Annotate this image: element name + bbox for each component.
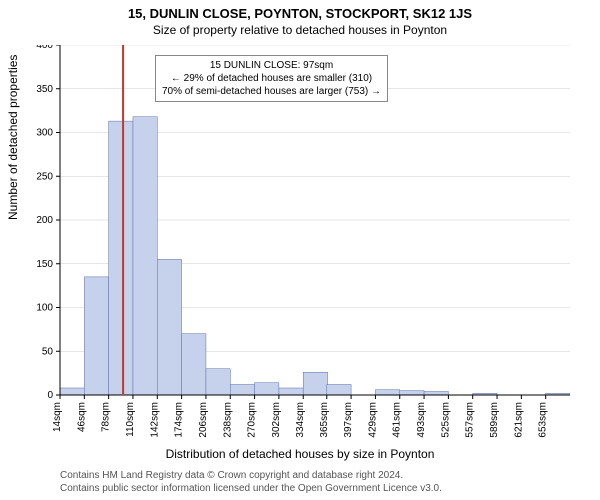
annotation-line1: 15 DUNLIN CLOSE: 97sqm — [162, 59, 381, 72]
svg-text:300: 300 — [36, 128, 53, 139]
svg-text:461sqm: 461sqm — [392, 402, 403, 438]
svg-text:238sqm: 238sqm — [222, 402, 233, 438]
footer-line2: Contains public sector information licen… — [60, 483, 442, 496]
x-axis-label: Distribution of detached houses by size … — [0, 447, 600, 461]
chart-title-address: 15, DUNLIN CLOSE, POYNTON, STOCKPORT, SK… — [0, 0, 600, 21]
svg-text:525sqm: 525sqm — [440, 402, 451, 438]
svg-text:250: 250 — [36, 171, 53, 182]
svg-text:397sqm: 397sqm — [343, 402, 354, 438]
svg-text:206sqm: 206sqm — [198, 402, 209, 438]
svg-text:110sqm: 110sqm — [125, 402, 136, 437]
chart-container: 15, DUNLIN CLOSE, POYNTON, STOCKPORT, SK… — [0, 0, 600, 500]
svg-text:270sqm: 270sqm — [247, 402, 258, 438]
svg-text:557sqm: 557sqm — [465, 402, 476, 438]
svg-text:174sqm: 174sqm — [174, 402, 185, 438]
svg-text:200: 200 — [36, 215, 53, 226]
y-axis-label: Number of detached properties — [6, 55, 20, 220]
svg-text:100: 100 — [36, 303, 53, 314]
chart-subtitle: Size of property relative to detached ho… — [0, 21, 600, 37]
svg-text:589sqm: 589sqm — [489, 402, 500, 438]
svg-text:429sqm: 429sqm — [367, 402, 378, 438]
svg-text:334sqm: 334sqm — [295, 402, 306, 438]
svg-text:302sqm: 302sqm — [271, 402, 282, 438]
svg-text:621sqm: 621sqm — [513, 402, 524, 438]
svg-text:400: 400 — [36, 45, 53, 51]
svg-text:46sqm: 46sqm — [76, 402, 87, 432]
svg-text:493sqm: 493sqm — [416, 402, 427, 438]
svg-text:78sqm: 78sqm — [101, 402, 112, 432]
svg-text:142sqm: 142sqm — [149, 402, 160, 438]
svg-text:50: 50 — [42, 346, 54, 357]
plot-area: 05010015020025030035040014sqm46sqm78sqm1… — [60, 45, 570, 395]
svg-text:150: 150 — [36, 259, 53, 270]
annotation-line2: ← 29% of detached houses are smaller (31… — [162, 72, 381, 85]
histogram-svg: 0 50 100 150 200 250 300 350 400 14sqm 46sqm 78sqm 1… — [22, 45, 570, 440]
annotation-box: 15 DUNLIN CLOSE: 97sqm ← 29% of detached… — [155, 55, 388, 102]
svg-text:365sqm: 365sqm — [319, 402, 330, 438]
svg-text:0: 0 — [47, 390, 53, 401]
svg-text:350: 350 — [36, 84, 53, 95]
svg-text:14sqm: 14sqm — [52, 402, 63, 432]
annotation-line3: 70% of semi-detached houses are larger (… — [162, 85, 381, 98]
svg-text:653sqm: 653sqm — [538, 402, 549, 438]
footer-line1: Contains HM Land Registry data © Crown c… — [60, 470, 442, 483]
footer-attribution: Contains HM Land Registry data © Crown c… — [60, 470, 442, 495]
